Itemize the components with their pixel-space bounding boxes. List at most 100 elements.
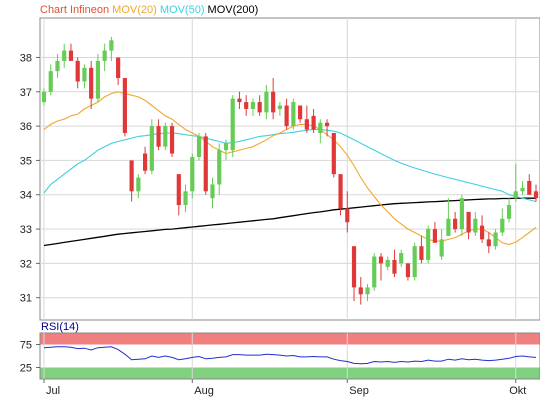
rsi-path <box>43 346 537 365</box>
candle <box>129 160 134 202</box>
candle <box>318 119 323 144</box>
candle <box>385 256 390 271</box>
candle <box>203 132 208 195</box>
candle-body <box>109 40 114 51</box>
candle-body <box>169 126 175 154</box>
candle-body <box>446 218 451 236</box>
candle <box>68 43 74 61</box>
ma200-line <box>43 197 536 247</box>
candles <box>41 36 539 305</box>
candle-body <box>129 160 134 192</box>
price-y-tick-label: 34 <box>20 190 32 202</box>
candle <box>237 91 242 109</box>
candle-body <box>149 126 154 171</box>
candle <box>500 208 505 236</box>
price-y-tick-label: 31 <box>20 293 32 305</box>
candle-body <box>298 105 303 120</box>
candle-body <box>244 102 249 109</box>
candle-body <box>116 57 121 79</box>
candle-body <box>392 259 397 274</box>
candle-body <box>432 229 437 243</box>
candle-body <box>473 218 478 233</box>
candle-body <box>412 246 417 278</box>
candle-body <box>385 259 390 267</box>
candle <box>116 57 121 85</box>
candle <box>446 198 451 236</box>
legend-ma200: MOV(200) <box>208 4 259 16</box>
candle <box>493 229 498 250</box>
candle-body <box>163 126 168 147</box>
candle <box>351 246 357 302</box>
chart-title: Chart Infineon <box>40 4 109 16</box>
legend-ma20: MOV(20) <box>112 4 157 16</box>
candle <box>345 191 350 233</box>
candle <box>419 235 424 264</box>
candle-body <box>48 71 53 92</box>
candle-body <box>493 232 498 247</box>
candle-body <box>466 211 471 233</box>
candle <box>304 105 309 133</box>
candle <box>89 60 94 109</box>
candle <box>479 215 485 243</box>
candle <box>163 122 168 151</box>
candle <box>143 146 148 175</box>
candle <box>277 102 282 116</box>
candle <box>311 108 316 133</box>
candle-body <box>250 102 256 109</box>
candle-body <box>75 60 80 82</box>
candle-body <box>217 150 222 185</box>
candle-body <box>230 98 235 151</box>
candle <box>136 174 141 199</box>
candle <box>486 232 491 254</box>
candle-body <box>533 191 539 199</box>
candle <box>372 253 377 291</box>
candle <box>412 242 417 281</box>
candle <box>250 98 256 116</box>
candle <box>169 122 175 157</box>
candle <box>41 88 47 106</box>
candle-body <box>479 225 485 240</box>
candle <box>506 198 512 223</box>
x-tick-label: Aug <box>194 385 214 397</box>
candle-body <box>378 256 384 264</box>
candle-body <box>68 50 74 61</box>
candle <box>223 139 229 161</box>
candle-body <box>304 119 309 130</box>
candle <box>75 57 80 89</box>
candle <box>520 181 525 195</box>
candle-body <box>136 177 141 192</box>
candle-body <box>318 122 323 133</box>
candle-body <box>399 253 404 264</box>
candle-body <box>284 105 289 127</box>
candle <box>284 98 289 130</box>
x-tick-label: Jul <box>46 385 60 397</box>
candle <box>459 194 464 236</box>
candle-body <box>223 143 229 151</box>
candle-body <box>277 105 282 109</box>
candle <box>183 184 188 212</box>
candle-body <box>439 239 444 257</box>
rsi-zones <box>40 333 540 379</box>
candle-body <box>324 122 330 127</box>
candle-body <box>419 246 424 260</box>
candle <box>378 253 384 281</box>
candle-body <box>271 91 276 113</box>
candle <box>432 222 437 243</box>
candle <box>176 174 181 216</box>
candle <box>399 249 404 267</box>
chart-title-legend: Chart Infineon MOV(20) MOV(50) MOV(200) <box>40 4 258 16</box>
candle-body <box>176 174 181 206</box>
price-y-tick-label: 32 <box>20 258 32 270</box>
price-y-tick-label: 36 <box>20 121 32 133</box>
ma200-path <box>43 197 536 247</box>
candle-body <box>506 205 512 219</box>
candle <box>102 43 107 72</box>
candle-body <box>237 98 242 103</box>
price-y-tick-label: 38 <box>20 52 32 64</box>
candle-body <box>156 126 161 147</box>
candle <box>264 84 269 120</box>
candle <box>439 229 444 260</box>
candle-body <box>527 181 532 195</box>
candle-body <box>351 246 357 288</box>
